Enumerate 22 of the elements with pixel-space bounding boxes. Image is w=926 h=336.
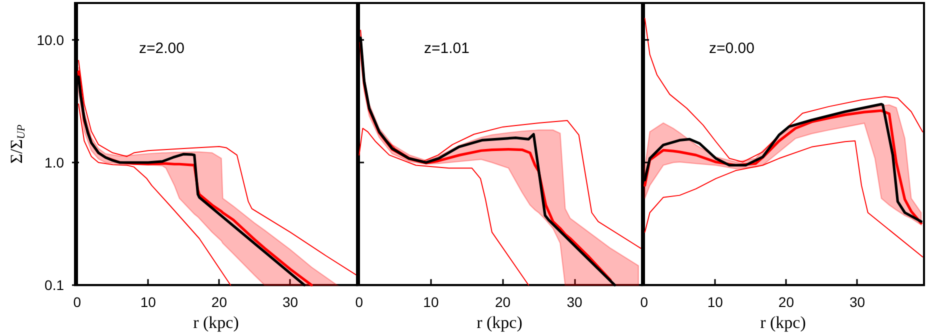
text: z=1.01 <box>424 40 470 57</box>
x-tick-label: 20 <box>778 294 794 310</box>
x-tick-label: 30 <box>282 294 298 310</box>
x-tick-label: 10 <box>707 294 724 310</box>
x-axis-title: r (kpc) <box>760 313 806 332</box>
x-tick-label: 10 <box>423 294 439 310</box>
x-axis-title: r (kpc) <box>476 313 522 332</box>
x-tick-label: 10 <box>140 294 156 310</box>
text: z=2.00 <box>139 40 184 57</box>
x-axis-title: r (kpc) <box>193 313 239 332</box>
x-tick-label: 0 <box>640 294 648 310</box>
x-tick-label: 0 <box>73 294 82 310</box>
x-tick-label: 30 <box>566 294 583 310</box>
x-tick-label: 20 <box>211 294 228 310</box>
y-tick-label: 1.0 <box>44 154 64 171</box>
y-tick-label: 10.0 <box>36 32 64 48</box>
text: z=0.00 <box>709 40 754 57</box>
x-tick-label: 0 <box>355 294 364 310</box>
x-tick-label: 20 <box>494 294 511 310</box>
y-tick-label: 0.1 <box>44 277 64 294</box>
y-axis-title: Σ/ΣUP <box>7 124 28 164</box>
x-tick-label: 30 <box>849 294 866 310</box>
